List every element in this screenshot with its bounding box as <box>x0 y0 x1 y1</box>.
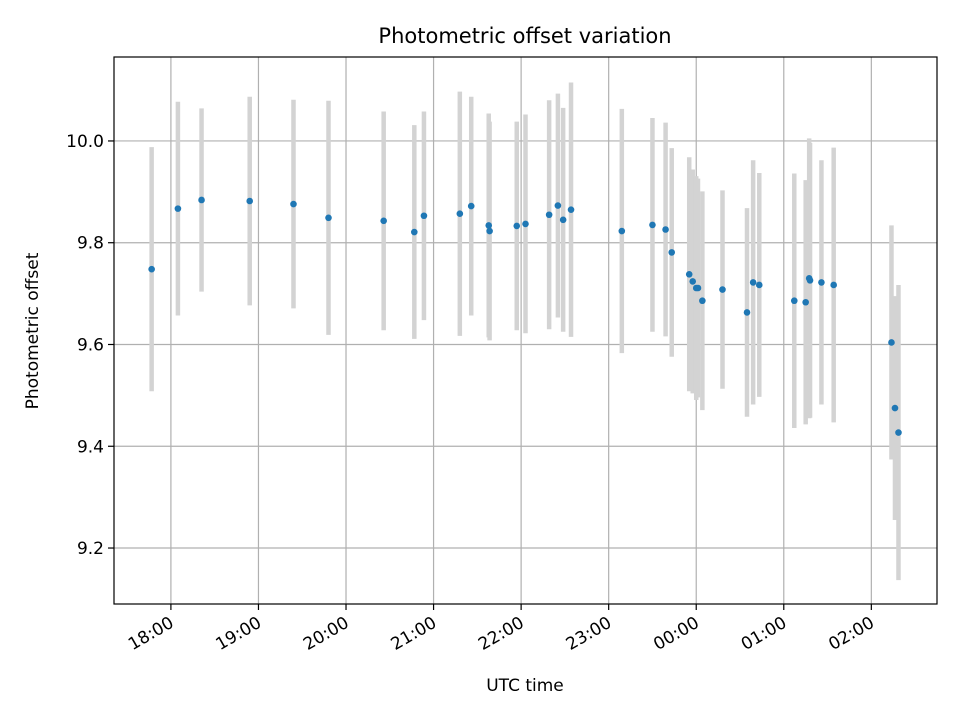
data-point-9 <box>456 210 464 218</box>
data-point-17 <box>559 216 567 224</box>
data-point-6 <box>380 217 387 225</box>
plot-frame <box>113 56 938 605</box>
data-point-10 <box>467 202 475 210</box>
data-point-40 <box>895 429 902 436</box>
data-point-28 <box>719 286 726 293</box>
y-tick-label-3: 9.8 <box>77 234 104 254</box>
data-point-20 <box>649 221 656 229</box>
data-point-23 <box>685 270 693 278</box>
y-tick-label-2: 9.6 <box>77 335 104 355</box>
data-point-31 <box>755 281 763 289</box>
y-tick-label-0: 9.2 <box>77 539 104 559</box>
data-point-2 <box>198 196 205 204</box>
data-points <box>148 196 902 436</box>
data-point-35 <box>806 277 814 284</box>
data-point-0 <box>148 265 155 273</box>
data-point-12 <box>486 227 493 235</box>
data-point-27 <box>699 297 706 305</box>
data-point-29 <box>743 309 751 316</box>
data-point-26 <box>694 284 702 292</box>
data-point-8 <box>420 212 428 220</box>
data-point-14 <box>522 220 529 228</box>
x-axis-label: UTC time <box>486 676 564 696</box>
data-point-16 <box>554 202 562 209</box>
data-point-13 <box>513 222 521 230</box>
data-point-7 <box>411 228 418 236</box>
y-axis-ticks: 9.2 9.4 9.6 9.8 10.0 <box>66 132 114 559</box>
data-point-39 <box>891 404 899 412</box>
data-point-33 <box>802 298 809 306</box>
data-point-37 <box>830 281 837 289</box>
data-point-4 <box>290 200 297 208</box>
data-point-1 <box>174 205 182 212</box>
data-point-22 <box>668 249 676 256</box>
data-point-36 <box>818 279 825 286</box>
data-point-18 <box>567 206 575 213</box>
data-point-3 <box>246 197 254 205</box>
data-point-19 <box>618 227 626 235</box>
data-point-5 <box>325 214 332 222</box>
y-tick-label-1: 9.4 <box>77 437 104 457</box>
chart-title: Photometric offset variation <box>378 24 671 48</box>
data-point-21 <box>662 226 669 233</box>
data-point-32 <box>790 297 798 305</box>
y-tick-label-4: 10.0 <box>66 132 104 152</box>
data-point-38 <box>888 339 895 346</box>
data-point-30 <box>749 279 757 286</box>
y-axis-label: Photometric offset <box>23 252 43 409</box>
data-point-11 <box>485 222 493 229</box>
data-point-24 <box>689 278 697 285</box>
data-point-15 <box>545 211 553 219</box>
